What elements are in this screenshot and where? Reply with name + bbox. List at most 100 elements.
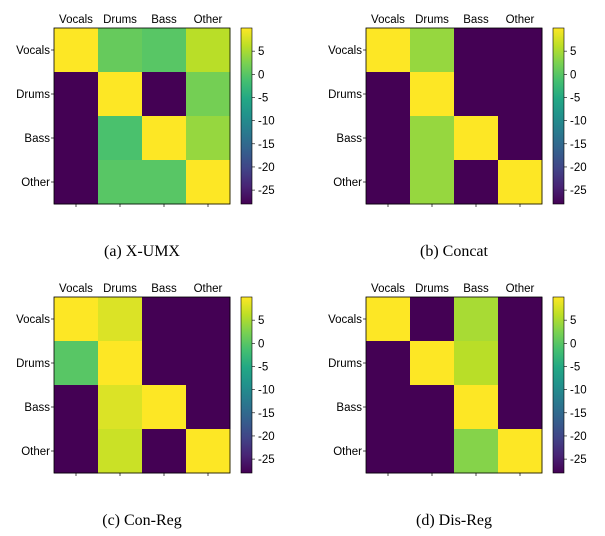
row-label: Drums xyxy=(16,358,50,370)
heatmap-cell-r1-c3 xyxy=(498,341,543,386)
heatmap-cell-r0-c0 xyxy=(366,297,411,342)
heatmap-cell-r3-c3 xyxy=(186,160,231,205)
colorbar-tick-label: 5 xyxy=(570,315,576,327)
heatmap-cell-r1-c0 xyxy=(366,72,411,117)
heatmap-cell-r1-c1 xyxy=(98,341,143,386)
row-label: Vocals xyxy=(328,314,362,326)
heatmap-cell-r3-c1 xyxy=(410,429,455,474)
row-label: Drums xyxy=(328,358,362,370)
colorbar-tick-label: -10 xyxy=(570,385,587,397)
heatmap-cell-r3-c2 xyxy=(142,429,187,474)
heatmap-cell-r0-c1 xyxy=(98,297,143,342)
colorbar-tick-label: -20 xyxy=(570,431,587,443)
colorbar-tick-label: -5 xyxy=(258,92,268,104)
heatmap-cell-r2-c3 xyxy=(498,116,543,161)
colorbar-tick-label: -5 xyxy=(258,361,268,373)
panel-caption: (b) Concat xyxy=(420,243,489,260)
heatmap-cell-r1-c0 xyxy=(54,72,99,117)
panel-caption: (c) Con-Reg xyxy=(102,512,182,529)
heatmap-cell-r1-c0 xyxy=(366,341,411,386)
column-label: Bass xyxy=(151,14,177,26)
heatmap-cell-r1-c0 xyxy=(54,341,99,386)
heatmap-cell-r1-c2 xyxy=(454,341,499,386)
heatmap-frame xyxy=(365,27,543,205)
row-label: Bass xyxy=(24,133,50,145)
colorbar-tick-label: 5 xyxy=(258,46,264,58)
row-label: Other xyxy=(333,446,362,458)
column-label: Bass xyxy=(151,283,177,295)
heatmap-cell-r3-c3 xyxy=(186,429,231,474)
colorbar xyxy=(552,296,565,474)
heatmap-cell-r3-c2 xyxy=(454,160,499,205)
heatmap-cell-r2-c2 xyxy=(454,116,499,161)
panel-caption: (d) Dis-Reg xyxy=(416,512,492,529)
heatmap-cell-r1-c1 xyxy=(410,341,455,386)
colorbar-tick-label: -5 xyxy=(570,361,580,373)
heatmap-cell-r1-c1 xyxy=(410,72,455,117)
heatmap-cell-r2-c0 xyxy=(54,116,99,161)
heatmap-cell-r0-c3 xyxy=(498,297,543,342)
column-label: Vocals xyxy=(371,14,405,26)
colorbar-tick-label: -15 xyxy=(258,139,275,151)
row-label: Other xyxy=(21,446,50,458)
heatmap-cell-r3-c0 xyxy=(366,160,411,205)
row-label: Drums xyxy=(16,89,50,101)
heatmap-cell-r0-c3 xyxy=(186,28,231,73)
heatmap-cell-r0-c2 xyxy=(142,297,187,342)
heatmap-cell-r0-c1 xyxy=(98,28,143,73)
heatmap-cell-r0-c0 xyxy=(366,28,411,73)
heatmap-cell-r0-c2 xyxy=(454,28,499,73)
colorbar-tick-label: 0 xyxy=(570,338,576,350)
colorbar-tick-label: -20 xyxy=(258,431,275,443)
colorbar-tick-label: -25 xyxy=(570,454,587,466)
colorbar-tick-label: -10 xyxy=(258,116,275,128)
heatmap-cell-r1-c1 xyxy=(98,72,143,117)
heatmap-cell-r1-c3 xyxy=(498,72,543,117)
colorbar-tick-label: -20 xyxy=(258,162,275,174)
row-label: Vocals xyxy=(16,314,50,326)
heatmap-cell-r3-c2 xyxy=(454,429,499,474)
heatmap-cell-r2-c2 xyxy=(454,385,499,430)
column-label: Bass xyxy=(463,14,489,26)
heatmap-cell-r3-c1 xyxy=(410,160,455,205)
heatmap-frame xyxy=(53,27,231,205)
heatmap-cell-r2-c0 xyxy=(366,385,411,430)
heatmap-cell-r3-c1 xyxy=(98,429,143,474)
row-label: Vocals xyxy=(328,45,362,57)
heatmap-cell-r2-c1 xyxy=(410,385,455,430)
column-label: Vocals xyxy=(59,14,93,26)
heatmap-cell-r0-c1 xyxy=(410,28,455,73)
colorbar-tick-label: 0 xyxy=(258,338,264,350)
colorbar-tick-label: 0 xyxy=(258,69,264,81)
heatmap-cell-r1-c2 xyxy=(142,72,187,117)
row-label: Other xyxy=(333,177,362,189)
column-label: Vocals xyxy=(371,283,405,295)
heatmap-cell-r3-c1 xyxy=(98,160,143,205)
heatmap-cell-r2-c3 xyxy=(186,385,231,430)
colorbar-tick-label: -25 xyxy=(258,185,275,197)
colorbar-tick-label: -25 xyxy=(570,185,587,197)
colorbar-tick-label: -20 xyxy=(570,162,587,174)
row-label: Drums xyxy=(328,89,362,101)
colorbar xyxy=(552,27,565,205)
heatmap-cell-r1-c3 xyxy=(186,341,231,386)
heatmap-cell-r3-c3 xyxy=(498,429,543,474)
colorbar-tick-label: -15 xyxy=(570,139,587,151)
heatmap-cell-r3-c0 xyxy=(366,429,411,474)
row-label: Vocals xyxy=(16,45,50,57)
colorbar-tick-label: -15 xyxy=(570,408,587,420)
row-label: Other xyxy=(21,177,50,189)
row-label: Bass xyxy=(24,402,50,414)
column-label: Other xyxy=(194,283,223,295)
heatmap-panel-2: Vocals Drums Bass Other Vocals Drums Bass Other… xyxy=(328,14,587,260)
heatmap-cell-r0-c3 xyxy=(498,28,543,73)
heatmap-frame xyxy=(365,296,543,474)
heatmap-panel-4: Vocals Drums Bass Other Vocals Drums Bass Other… xyxy=(328,283,587,529)
heatmap-cell-r1-c2 xyxy=(454,72,499,117)
heatmap-panel-1: Vocals Drums Bass Other Vocals Drums Bass Other… xyxy=(16,14,275,260)
heatmap-cell-r2-c3 xyxy=(186,116,231,161)
heatmap-cell-r2-c2 xyxy=(142,116,187,161)
column-label: Bass xyxy=(463,283,489,295)
column-label: Drums xyxy=(415,14,449,26)
